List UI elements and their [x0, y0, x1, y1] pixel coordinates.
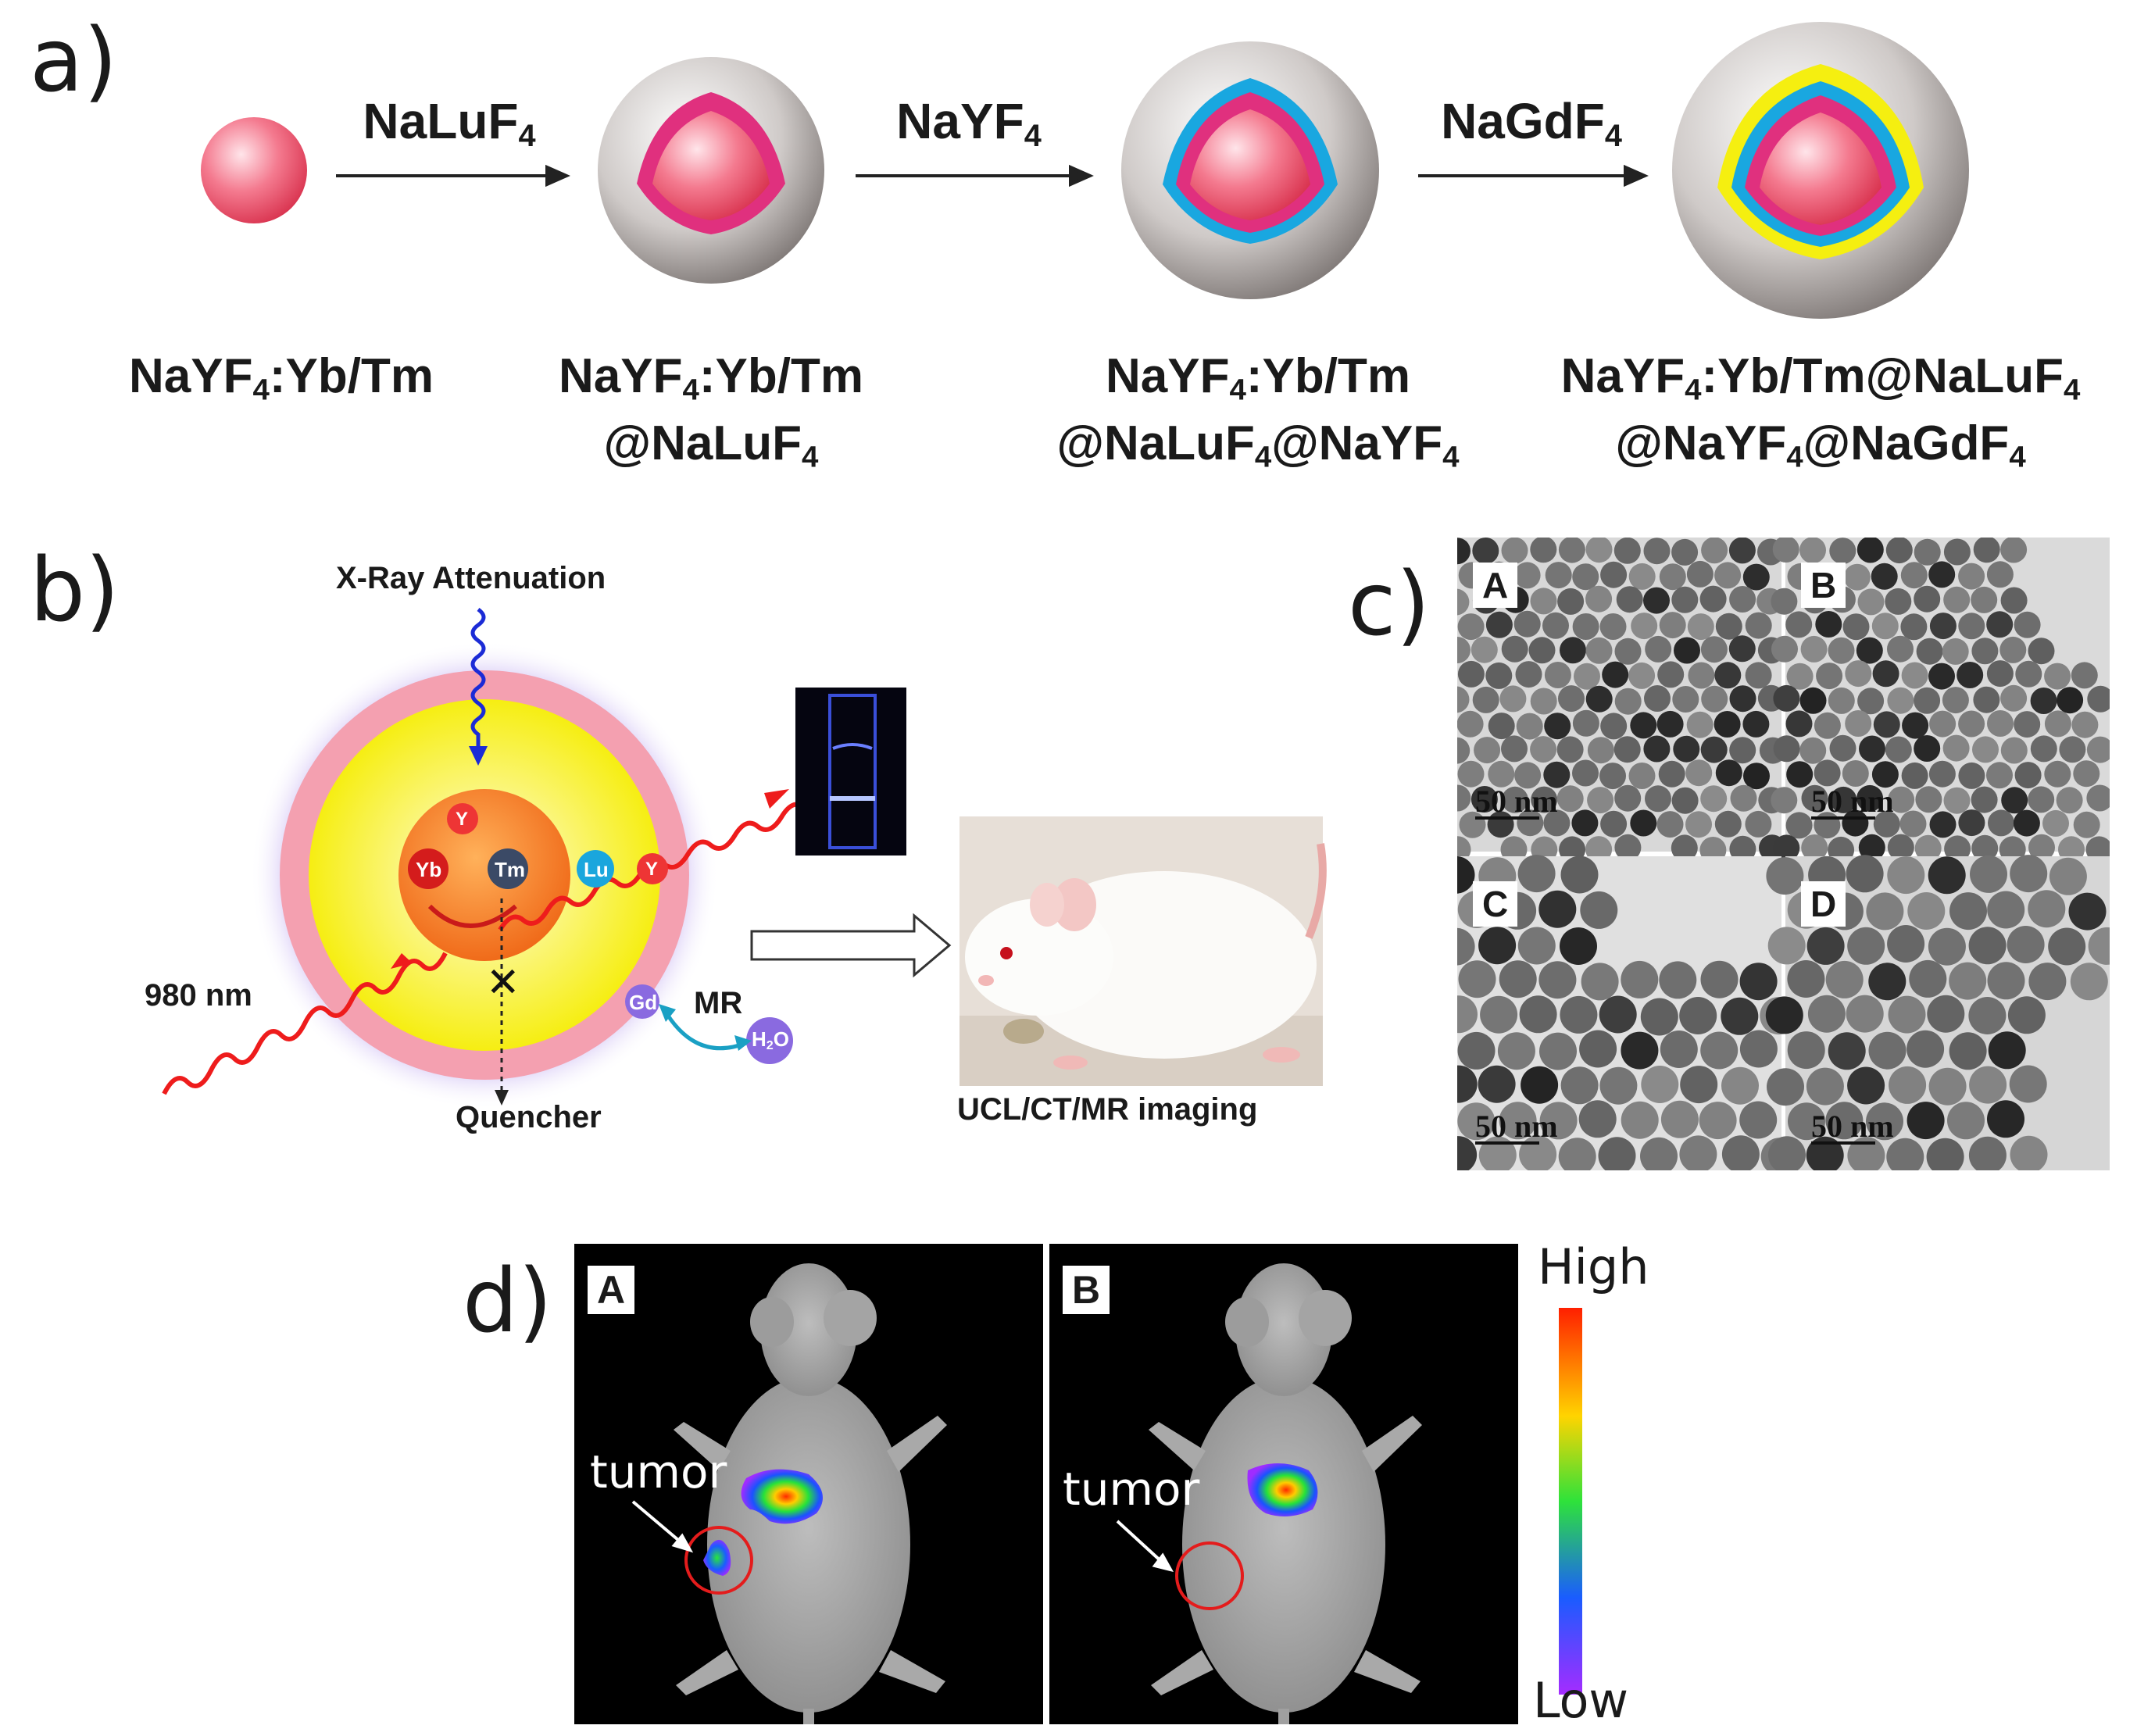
in-vivo-images: [574, 1244, 1582, 1724]
tumor-circle-a: [684, 1526, 753, 1595]
tem-micrographs: [1437, 536, 2126, 1176]
tem-tile: [1442, 536, 1786, 863]
process-arrow: [750, 913, 952, 978]
tem-tile: [1437, 855, 1799, 1176]
imaging-label: UCL/CT/MR imaging: [957, 1092, 1258, 1127]
emission-wave: [498, 783, 853, 931]
ion-lu: [577, 850, 614, 888]
arrow-label-nagdf4: NaGdF4: [1441, 93, 1622, 153]
mr-arrow: [662, 1008, 747, 1051]
tem-scale-c: 50 nm: [1475, 1109, 1558, 1144]
ion-h2o: [746, 1017, 793, 1064]
reaction-arrow-1: [336, 164, 570, 188]
core-shell-particle-1: [598, 57, 824, 284]
tumor-arrow-b: [1116, 1520, 1174, 1573]
h2o-label: H2O: [752, 1027, 789, 1053]
core-shell-shell-particle: [1121, 41, 1379, 299]
ion-label-lu: Lu: [584, 858, 609, 881]
ion-label-yb: Yb: [416, 858, 442, 881]
mr-label: MR: [694, 986, 743, 1020]
panel-d-letter: d): [463, 1251, 552, 1352]
species-label-core-shell-shell: NaYF4:Yb/Tm @NaLuF4@NaYF4: [1056, 349, 1460, 474]
tem-tag-b: B: [1801, 563, 1846, 608]
colorbar: [1559, 1308, 1582, 1695]
tem-grid: [1437, 536, 2126, 1176]
tem-scale-d: 50 nm: [1811, 1109, 1894, 1144]
panel-b-schematic: [162, 607, 1327, 1109]
ion-gd: [625, 984, 659, 1019]
tem-scale-bar-b: [1811, 816, 1875, 820]
colorbar-low-label: Low: [1533, 1672, 1629, 1729]
quench-cross: ✕: [486, 960, 520, 1006]
quencher-label: Quencher: [456, 1100, 602, 1134]
ion-yb: [408, 848, 448, 889]
xray-label: X-Ray Attenuation: [336, 561, 606, 595]
tem-tag-c: C: [1473, 881, 1518, 927]
reaction-arrow-2: [856, 164, 1094, 188]
species-label-core-shell: NaYF4:Yb/Tm @NaLuF4: [559, 349, 863, 474]
invivo-tag-a: A: [588, 1266, 635, 1314]
ion-y-right: [637, 853, 668, 884]
ion-y-top: [447, 803, 478, 834]
ion-label-y-right: Y: [645, 859, 659, 880]
tumor-signal-a: [703, 1539, 731, 1576]
core-triple-shell-particle: [1672, 22, 1969, 319]
tumor-label-a: tumor: [590, 1445, 727, 1498]
panel-c-letter: c): [1348, 554, 1431, 655]
tem-tile: [1771, 536, 2114, 863]
energy-transfer-arc: [427, 904, 517, 928]
tem-scale-bar-c: [1475, 1141, 1539, 1145]
nir-label: 980 nm: [145, 978, 252, 1013]
species-label-core-triple-shell: NaYF4:Yb/Tm@NaLuF4 @NaYF4@NaGdF4: [1560, 349, 2081, 474]
tumor-circle-b: [1175, 1541, 1244, 1610]
tem-scale-b: 50 nm: [1811, 784, 1894, 819]
species-label-core: NaYF4:Yb/Tm: [129, 349, 434, 407]
tem-tag-a: A: [1473, 563, 1518, 608]
ion-label-y-top: Y: [456, 809, 469, 830]
arrow-label-naluf4: NaLuF4: [363, 93, 536, 153]
liver-signal-b: [1247, 1463, 1318, 1516]
tem-scale-a: 50 nm: [1475, 784, 1558, 819]
cuvette-photo: [795, 688, 906, 855]
arrow-label-nayf4: NaYF4: [896, 93, 1042, 153]
colorbar-high-label: High: [1538, 1238, 1649, 1295]
core-sphere: [201, 117, 307, 223]
tumor-arrow-a: [631, 1500, 694, 1553]
ion-label-gd: Gd: [629, 991, 658, 1014]
ion-label-tm: Tm: [495, 858, 525, 881]
ion-tm: [488, 848, 528, 889]
invivo-tag-b: B: [1063, 1266, 1110, 1314]
tumor-label-b: tumor: [1063, 1463, 1200, 1516]
reaction-arrow-3: [1418, 164, 1649, 188]
panel-b-letter: b): [30, 540, 120, 641]
liver-signal-a: [741, 1469, 823, 1524]
xray-wave: [470, 607, 486, 752]
nir-wave: [162, 952, 448, 1095]
tem-scale-bar-d: [1811, 1141, 1875, 1145]
tem-tag-d: D: [1801, 881, 1846, 927]
panel-a-letter: a): [30, 10, 118, 112]
tem-scale-bar-a: [1475, 816, 1539, 820]
mouse-photo: [960, 816, 1327, 1086]
panel-a-scheme: [201, 22, 1969, 319]
